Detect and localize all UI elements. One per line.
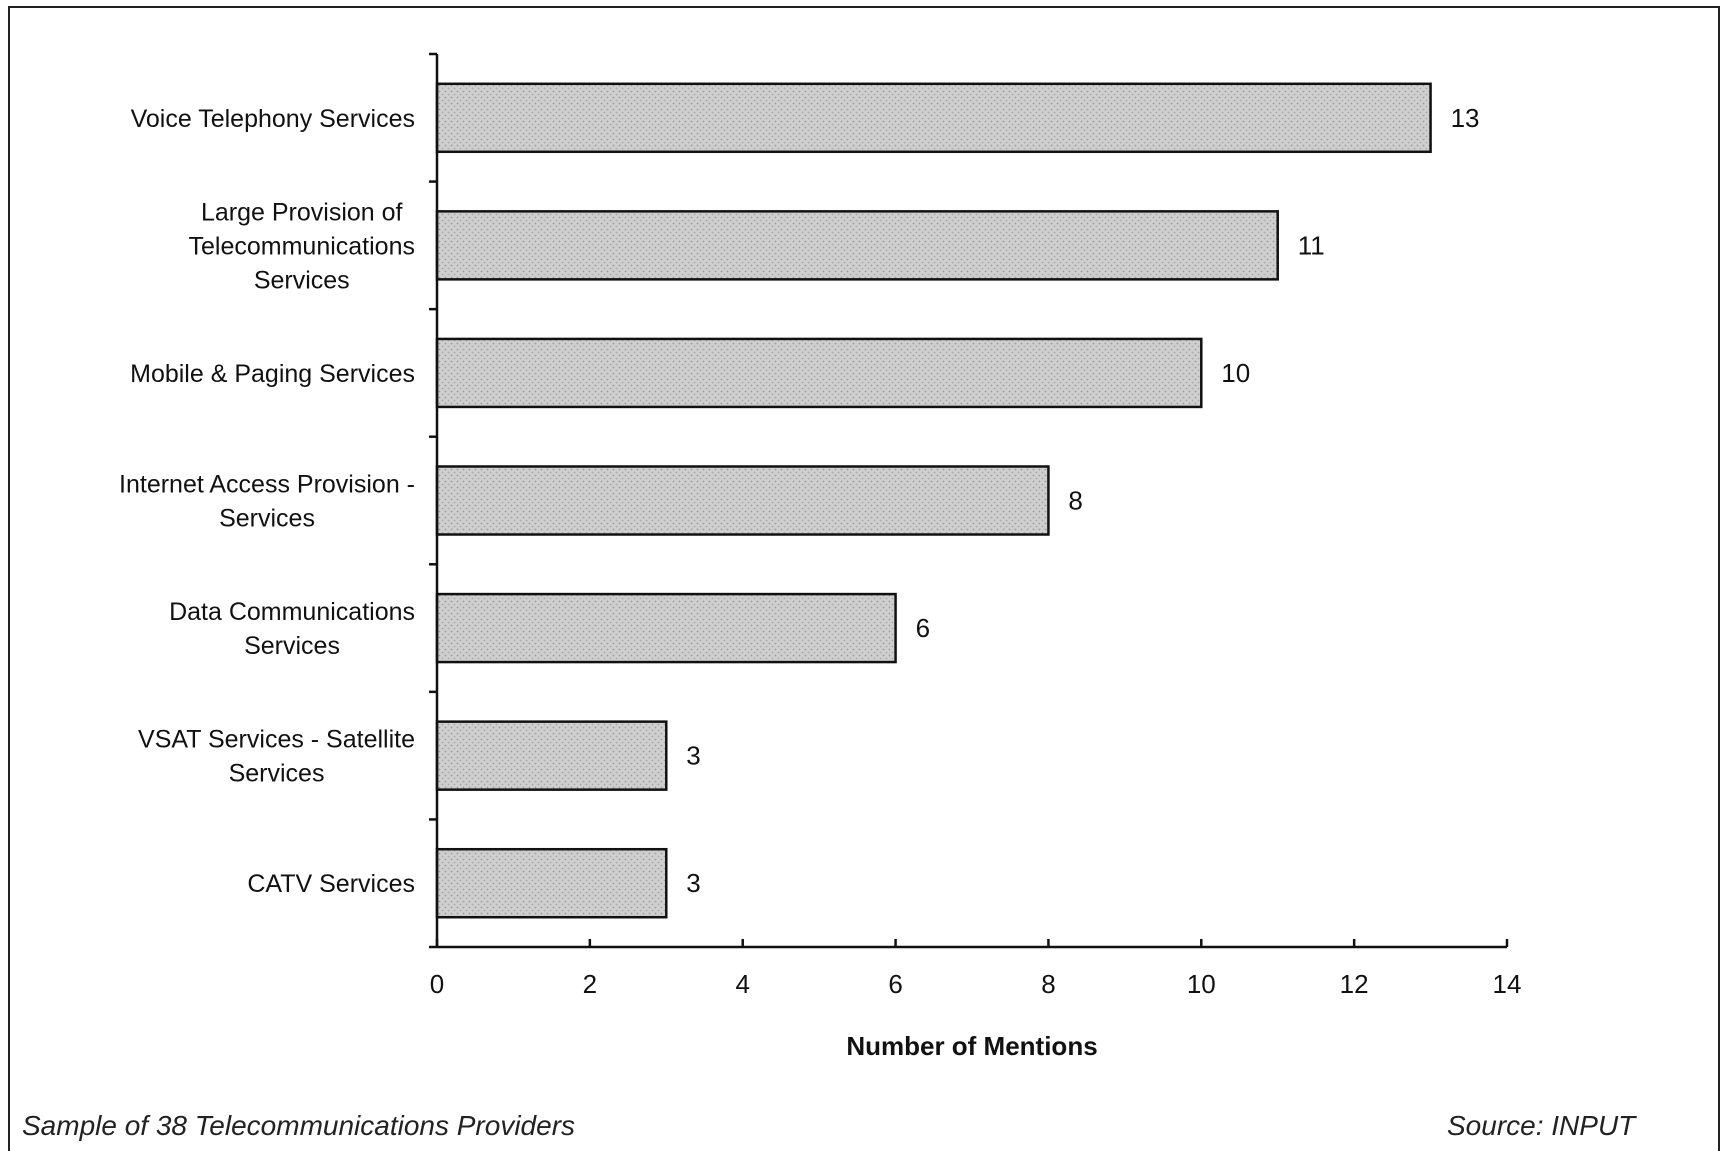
sample-note: Sample of 38 Telecommunications Provider…	[22, 1110, 576, 1141]
category-label-line: Mobile & Paging Services	[130, 360, 415, 388]
bar-2	[435, 210, 1279, 281]
bar-7	[435, 847, 668, 919]
x-tick-label-14: 14	[1493, 969, 1522, 999]
category-label-line: Services	[254, 266, 350, 294]
category-label-line: Large Provision of	[201, 198, 403, 226]
bar-3	[435, 337, 1203, 409]
category-label-line: CATV Services	[247, 870, 415, 898]
value-label-4: 8	[1068, 486, 1082, 516]
category-label-line: Data Communications	[169, 598, 415, 626]
bar-6	[435, 720, 668, 791]
source-note: Source: INPUT	[1447, 1110, 1636, 1141]
category-label-line: Services	[219, 505, 315, 533]
x-tick-label-12: 12	[1340, 969, 1369, 999]
value-label-6: 3	[686, 741, 700, 771]
category-label-2: Large Provision of Telecommunications Serv…	[189, 198, 416, 294]
value-label-2: 11	[1298, 230, 1325, 260]
x-tick-label-10: 10	[1187, 969, 1216, 999]
value-label-1: 13	[1451, 103, 1480, 133]
bar-5	[435, 592, 897, 664]
category-label-line: Voice Telephony Services	[131, 105, 415, 133]
x-tick-label-2: 2	[583, 969, 597, 999]
category-label-3: Mobile & Paging Services	[130, 360, 415, 388]
category-label-1: Voice Telephony Services	[131, 105, 415, 133]
category-label-6: VSAT Services - Satellite Services	[138, 726, 415, 788]
category-label-line: Internet Access Provision -	[119, 471, 415, 499]
value-label-3: 10	[1221, 358, 1250, 388]
category-label-4: Internet Access Provision - Services	[119, 471, 415, 533]
x-tick-label-0: 0	[430, 969, 444, 999]
category-label-5: Data Communications Services	[169, 598, 415, 660]
x-tick-label-8: 8	[1041, 969, 1055, 999]
x-tick-label-6: 6	[888, 969, 902, 999]
category-label-line: Telecommunications	[189, 232, 416, 260]
category-label-line: VSAT Services - Satellite	[138, 726, 415, 754]
category-label-line: Services	[244, 632, 340, 660]
category-label-7: CATV Services	[247, 870, 415, 898]
value-label-5: 6	[916, 613, 930, 643]
bar-4	[435, 465, 1050, 536]
chart-frame	[8, 6, 1720, 1151]
x-axis-title: Number of Mentions	[846, 1031, 1097, 1061]
bar-1	[435, 82, 1432, 154]
category-label-line: Services	[229, 760, 325, 788]
value-label-7: 3	[686, 868, 700, 898]
x-tick-label-4: 4	[735, 969, 749, 999]
